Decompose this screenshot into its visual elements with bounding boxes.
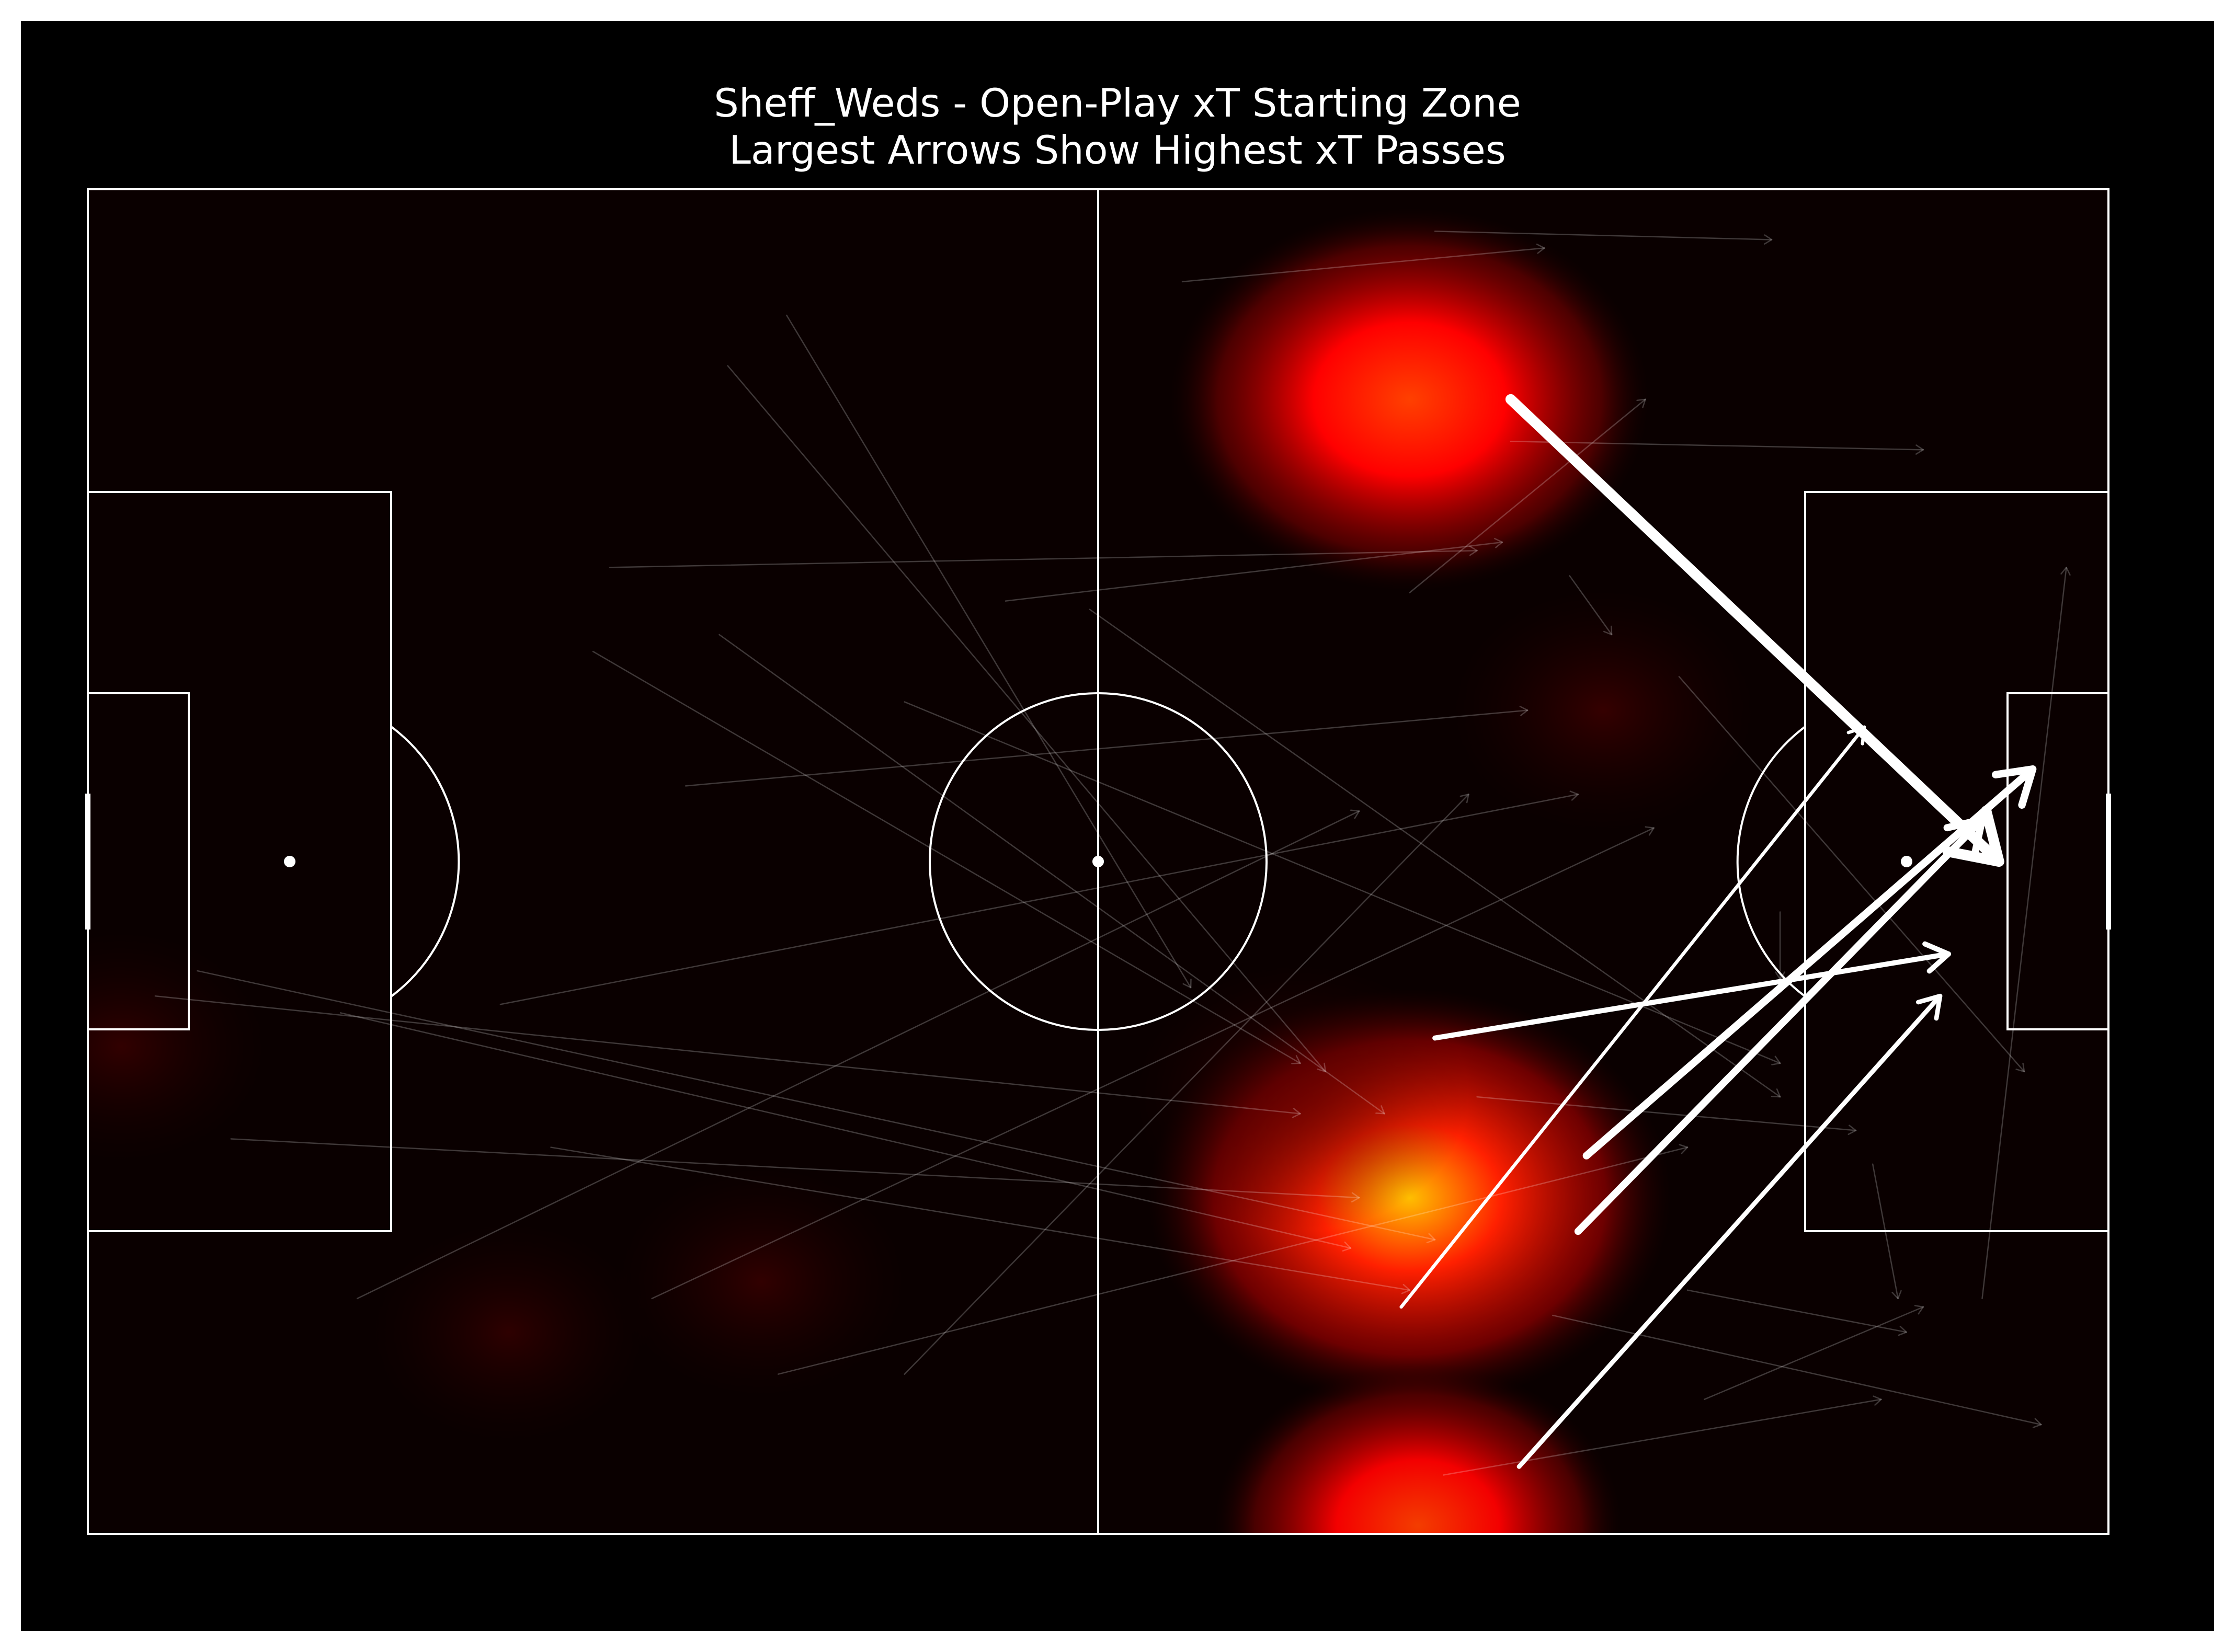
pass-arrow bbox=[1181, 243, 1545, 283]
figure-panel: Sheff_Weds - Open-Play xT Starting Zone … bbox=[21, 21, 2214, 1631]
centre-circle bbox=[929, 692, 1268, 1031]
heat-hotspot bbox=[1169, 207, 1650, 591]
pass-arrow bbox=[1678, 676, 2025, 1073]
pass-arrow bbox=[550, 1146, 1410, 1294]
pass-arrow bbox=[1703, 1305, 1924, 1401]
pass-arrow bbox=[356, 809, 1360, 1300]
pass-arrow bbox=[685, 706, 1529, 787]
pass-arrow bbox=[499, 790, 1579, 1005]
high-xt-pass-arrow bbox=[1505, 394, 2004, 867]
top-xt-passes-layer bbox=[1399, 394, 2037, 1469]
heat-hotspot bbox=[1214, 1362, 1622, 1534]
heat-hotspot bbox=[1132, 962, 1468, 1232]
heat-hotspot bbox=[1450, 587, 1757, 833]
chart-title: Sheff_Weds - Open-Play xT Starting Zone bbox=[714, 80, 1521, 126]
pass-arrow bbox=[1686, 1289, 1907, 1336]
pass-arrow bbox=[1872, 1163, 1902, 1300]
pass-arrow bbox=[651, 826, 1655, 1300]
high-xt-pass-arrow bbox=[1574, 816, 1986, 1235]
high-xt-pass-arrow bbox=[1399, 725, 1866, 1309]
pass-arrow bbox=[197, 970, 1436, 1244]
pass-arrow bbox=[1005, 537, 1503, 602]
high-xt-pass-arrow bbox=[1432, 941, 1952, 1041]
heat-hotspot bbox=[615, 1164, 908, 1399]
pass-arrow bbox=[1569, 575, 1613, 636]
chart-subtitle: Largest Arrows Show Highest xT Passes bbox=[729, 127, 1506, 173]
pass-arrow bbox=[154, 995, 1301, 1118]
pass-arrow bbox=[230, 1138, 1360, 1203]
pass-arrow bbox=[727, 365, 1326, 1073]
left-penalty-arc bbox=[390, 726, 460, 997]
other-passes-layer bbox=[154, 231, 2071, 1476]
pass-arrow bbox=[1981, 567, 2071, 1300]
right-penalty-spot bbox=[1901, 856, 1912, 867]
pass-arrow bbox=[339, 1012, 1352, 1252]
pass-arrow bbox=[719, 634, 1385, 1115]
pass-arrow bbox=[1476, 1096, 1857, 1135]
pass-arrow bbox=[1434, 231, 1773, 245]
pass-arrow bbox=[1089, 609, 1781, 1098]
right-penalty-arc bbox=[1736, 726, 1806, 997]
centre-spot bbox=[1092, 856, 1104, 867]
heat-hotspot bbox=[369, 1221, 648, 1444]
pass-arrow bbox=[1442, 1395, 1882, 1476]
pass-arrow bbox=[1552, 1314, 2042, 1428]
high-xt-pass-arrow bbox=[1582, 765, 2037, 1160]
heatmap-layer bbox=[88, 207, 1757, 1534]
pass-arrow bbox=[1510, 441, 1924, 455]
pass-arrow bbox=[904, 794, 1469, 1375]
pass-arrow bbox=[1409, 398, 1646, 593]
pass-arrow bbox=[786, 314, 1192, 989]
pitch-markings bbox=[85, 188, 2111, 1535]
pass-arrow bbox=[592, 650, 1301, 1064]
high-xt-pass-arrow bbox=[1516, 993, 1943, 1469]
pass-arrow bbox=[609, 545, 1478, 568]
pitch-chart bbox=[85, 188, 2111, 1535]
pass-arrow bbox=[777, 1144, 1689, 1375]
heat-hotspot bbox=[88, 929, 268, 1164]
left-penalty-spot bbox=[284, 856, 295, 867]
title-block: Sheff_Weds - Open-Play xT Starting Zone … bbox=[21, 79, 2214, 174]
